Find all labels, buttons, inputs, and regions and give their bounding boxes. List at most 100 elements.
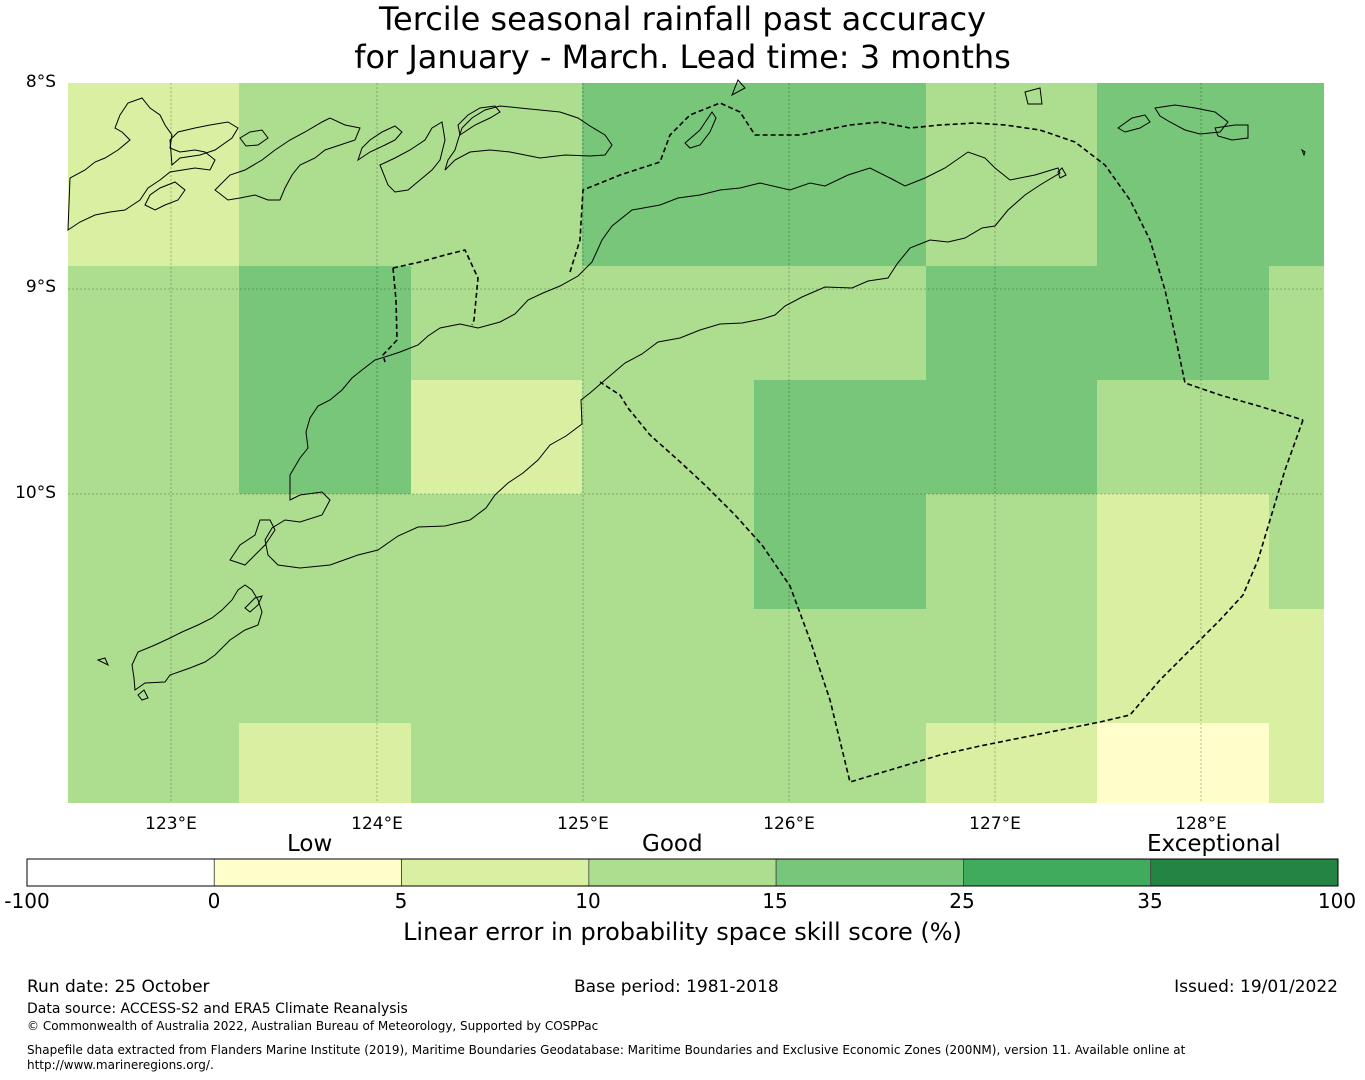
- timor-coastline: [264, 151, 1061, 569]
- island-coastline: [96, 657, 109, 667]
- skill-cell: [582, 380, 754, 494]
- skill-map: [67, 79, 1324, 803]
- skill-cell: [582, 723, 754, 803]
- island-coastline: [137, 689, 149, 701]
- skill-cell: [239, 83, 411, 266]
- skill-cell: [926, 380, 1097, 494]
- copyright: © Commonwealth of Australia 2022, Austra…: [27, 1019, 599, 1033]
- category-low: Low: [287, 831, 333, 857]
- skill-cell: [68, 266, 239, 380]
- issued-date: Issued: 19/01/2022: [1174, 977, 1338, 997]
- colorbar-tick: 25: [949, 889, 975, 913]
- skill-cell: [239, 266, 411, 380]
- shapefile-credit: Shapefile data extracted from Flanders M…: [27, 1043, 1186, 1057]
- skill-cell: [68, 723, 239, 803]
- colorbar-tick: 35: [1137, 889, 1163, 913]
- skill-cell: [754, 723, 926, 803]
- lon-label-126e: 126°E: [763, 814, 815, 834]
- eez-boundary-north: [569, 102, 1304, 421]
- skill-cell: [1097, 266, 1269, 380]
- colorbar-segment: [775, 858, 964, 887]
- skill-cell: [582, 494, 754, 609]
- base-period: Base period: 1981-2018: [574, 977, 779, 997]
- colorbar-tick: 100: [1317, 889, 1357, 913]
- marineregions-url: http://www.marineregions.org/.: [27, 1058, 214, 1072]
- skill-cell: [1097, 380, 1269, 494]
- oecusse-boundary: [392, 249, 479, 326]
- skill-cell: [411, 723, 582, 803]
- skill-cell: [926, 83, 1097, 152]
- colorbar-segment: [1150, 858, 1339, 887]
- oecusse-boundary-west: [382, 267, 398, 363]
- map-title: Tercile seasonal rainfall past accuracy …: [0, 0, 1365, 76]
- skill-cell: [582, 266, 754, 380]
- colorbar-segment: [401, 858, 590, 887]
- island-coastline: [1300, 148, 1306, 157]
- category-good: Good: [642, 831, 703, 857]
- colorbar-title: Linear error in probability space skill …: [403, 918, 962, 946]
- island-coastline: [144, 181, 186, 211]
- colorbar-tick: 15: [762, 889, 788, 913]
- skill-cell: [411, 609, 582, 723]
- skill-cell: [411, 494, 582, 609]
- island-coastline: [1057, 167, 1067, 179]
- eez-boundary-east: [599, 381, 1304, 784]
- colorbar: [26, 858, 1339, 887]
- skill-cell: [68, 494, 239, 609]
- skill-cell: [926, 723, 1097, 803]
- island-coastline: [169, 121, 239, 167]
- skill-cell: [926, 609, 1097, 723]
- data-source: Data source: ACCESS-S2 and ERA5 Climate …: [27, 1001, 408, 1017]
- island-coastline: [239, 129, 269, 147]
- colorbar-tick: 10: [575, 889, 601, 913]
- sumba-coastline: [131, 584, 263, 691]
- colorbar-frame: [26, 858, 1339, 887]
- skill-cell: [1269, 266, 1324, 380]
- colorbar-segment: [26, 858, 215, 887]
- skill-cell: [411, 83, 582, 266]
- lon-label-127e: 127°E: [969, 814, 1021, 834]
- skill-cell: [1097, 83, 1324, 266]
- skill-cell: [754, 494, 926, 609]
- lat-label-10s: 10°S: [15, 483, 56, 503]
- skill-cell: [582, 609, 754, 723]
- category-exceptional: Exceptional: [1147, 831, 1281, 857]
- run-date: Run date: 25 October: [27, 977, 210, 997]
- coastlines: [67, 79, 1306, 701]
- lon-label-124e: 124°E: [351, 814, 403, 834]
- island-coastline: [731, 79, 746, 97]
- island-coastline: [244, 595, 263, 613]
- lon-label-125e: 125°E: [557, 814, 609, 834]
- skill-cell: [926, 266, 1097, 380]
- wetar-coastline: [379, 121, 446, 193]
- skill-cell: [754, 380, 926, 494]
- skill-cell: [754, 609, 926, 723]
- skill-grid: [68, 83, 1324, 803]
- island-coastline: [1117, 114, 1151, 133]
- colorbar-segment: [963, 858, 1152, 887]
- title-line-1: Tercile seasonal rainfall past accuracy: [378, 0, 987, 38]
- atauro-coastline: [684, 111, 717, 149]
- skill-cell: [68, 380, 239, 494]
- skill-cell: [239, 380, 411, 494]
- eez-boundaries: [382, 102, 1304, 784]
- lon-label-128e: 128°E: [1175, 814, 1227, 834]
- lon-label-123e: 123°E: [145, 814, 197, 834]
- skill-cell: [1097, 723, 1269, 803]
- skill-cell: [68, 609, 239, 723]
- skill-cell: [1269, 494, 1324, 609]
- rote-coastline: [229, 519, 276, 566]
- skill-cell: [411, 380, 582, 494]
- skill-cell: [239, 723, 411, 803]
- skill-cell: [926, 494, 1097, 609]
- title-line-2: for January - March. Lead time: 3 months: [354, 38, 1011, 76]
- skill-cell: [239, 609, 411, 723]
- island-coastline: [457, 105, 501, 136]
- skill-cell: [1097, 609, 1269, 723]
- colorbar-tick: 0: [207, 889, 221, 913]
- lat-label-8s: 8°S: [25, 72, 56, 92]
- skill-cell: [582, 83, 754, 266]
- lat-label-9s: 9°S: [25, 277, 56, 297]
- skill-cell: [1269, 723, 1324, 803]
- skill-cell: [754, 266, 926, 380]
